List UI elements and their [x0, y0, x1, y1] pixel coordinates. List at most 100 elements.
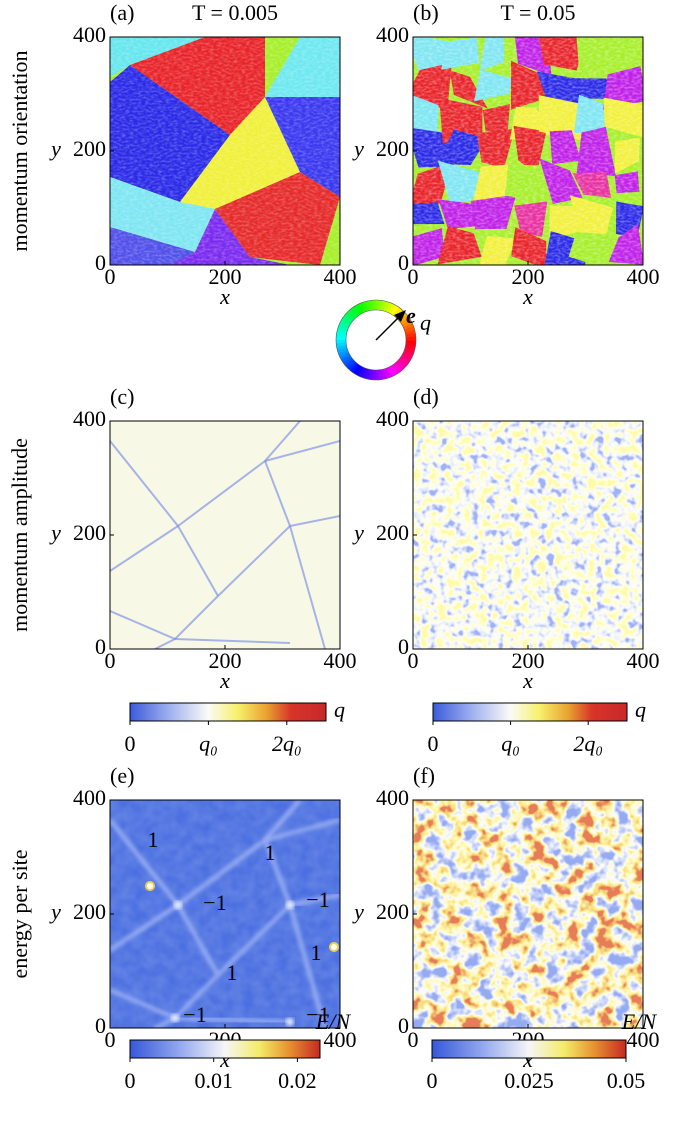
x-tick-label: 0 — [105, 264, 116, 289]
domain-wall — [110, 525, 179, 572]
hot-spot — [329, 942, 339, 952]
wheel-segment — [349, 362, 359, 373]
heatmap — [413, 800, 643, 1028]
y-tick-label: 200 — [73, 899, 106, 924]
y-tick-label: 0 — [398, 634, 409, 659]
wheel-segment — [403, 323, 414, 331]
wheel-segment — [390, 364, 399, 375]
wheel-segment — [402, 350, 414, 358]
domain-wall — [288, 904, 327, 1028]
y-tick-label: 200 — [376, 136, 409, 161]
domain-wall — [289, 525, 326, 649]
wheel-segment — [385, 367, 393, 378]
colorbar-label: q — [635, 697, 646, 722]
wheel-rim — [345, 309, 407, 371]
x-tick-label: 400 — [627, 1027, 660, 1052]
domain-wall — [174, 638, 291, 644]
wheel-segment — [394, 361, 405, 372]
wheel-segment — [404, 347, 415, 355]
wheel-segment — [396, 359, 407, 369]
wheel-segment — [401, 352, 413, 361]
y-tick-label: 400 — [376, 785, 409, 810]
panel-title: T = 0.005 — [192, 0, 278, 25]
domain-wall — [289, 515, 340, 527]
colorbar-tick-label: q₀ — [199, 731, 218, 756]
colorbar-tick-label: 0 — [428, 731, 439, 756]
wheel-segment — [338, 349, 349, 357]
y-axis-label: y — [352, 520, 364, 545]
x-tick-label: 400 — [324, 648, 357, 673]
wheel-segment — [398, 357, 409, 367]
wheel-segment — [344, 358, 355, 369]
x-axis-label: x — [219, 284, 230, 309]
domain-wall — [174, 1016, 291, 1024]
panel-title: T = 0.05 — [501, 0, 576, 25]
y-tick-label: 400 — [73, 406, 106, 431]
domain-wall — [177, 525, 219, 597]
domain-wall — [264, 818, 340, 842]
x-tick-label: 400 — [324, 1027, 357, 1052]
y-tick-label: 0 — [95, 634, 106, 659]
panel-label: (b) — [413, 0, 439, 25]
domain-wall — [176, 904, 220, 976]
wheel-segment — [336, 339, 347, 344]
wheel-segment — [383, 301, 391, 312]
heatmap — [413, 421, 643, 649]
wheel-segment — [343, 313, 354, 323]
x-tick-label: 400 — [627, 264, 660, 289]
wheel-segment — [337, 347, 348, 354]
panel-label: (f) — [413, 763, 435, 788]
wheel-segment — [359, 302, 367, 313]
y-tick-label: 200 — [73, 520, 106, 545]
wheel-segment — [358, 366, 366, 378]
colorbar — [431, 1039, 627, 1059]
domain-wall — [264, 421, 301, 462]
wheel-segment — [388, 303, 397, 315]
x-axis-label: x — [522, 1047, 533, 1072]
domain-wall — [177, 460, 266, 527]
x-tick-label: 400 — [627, 648, 660, 673]
wheel-segment — [341, 354, 352, 363]
wheel-segment — [345, 311, 356, 321]
wheel-segment — [400, 355, 411, 364]
annotation: −1 — [306, 887, 329, 912]
x-axis-label: x — [219, 1047, 230, 1072]
wheel-segment — [339, 352, 351, 360]
x-tick-label: 0 — [408, 1027, 419, 1052]
domain-wall — [263, 839, 292, 906]
wheel-segment — [364, 368, 371, 380]
wheel-segment — [342, 356, 354, 366]
wheel-segment — [336, 332, 347, 338]
arrow-head — [394, 310, 406, 322]
x-tick-label: 200 — [512, 648, 545, 673]
heatmap — [110, 37, 340, 265]
wheel-segment — [353, 305, 362, 316]
domain-wall — [264, 440, 340, 462]
y-tick-label: 200 — [376, 520, 409, 545]
domain-wall — [176, 838, 267, 907]
colorbar-tick-label: q₀ — [501, 731, 520, 756]
y-tick-label: 400 — [376, 22, 409, 47]
x-tick-label: 400 — [324, 264, 357, 289]
y-axis-label: y — [49, 899, 61, 924]
wheel-segment — [375, 369, 380, 380]
wheel-segment — [336, 342, 347, 347]
wheel-segment — [405, 342, 416, 348]
wheel-segment — [405, 336, 416, 341]
vortex — [286, 901, 294, 909]
colorbar — [129, 1039, 321, 1059]
wheel-segment — [356, 303, 364, 315]
wheel-segment — [350, 306, 360, 318]
colorbar-tick-label: 0.02 — [278, 1068, 317, 1093]
domain-wall — [110, 440, 179, 527]
colorbar-tick-label: 0.025 — [504, 1068, 554, 1093]
colorbar-label: E/N — [315, 1009, 352, 1034]
heatmap — [413, 37, 643, 265]
y-tick-label: 0 — [95, 1013, 106, 1038]
noise-field — [413, 800, 643, 1028]
annotation: 1 — [148, 827, 159, 852]
y-tick-label: 0 — [95, 250, 106, 275]
wheel-segment — [392, 362, 402, 374]
panel-label: (c) — [110, 384, 134, 409]
